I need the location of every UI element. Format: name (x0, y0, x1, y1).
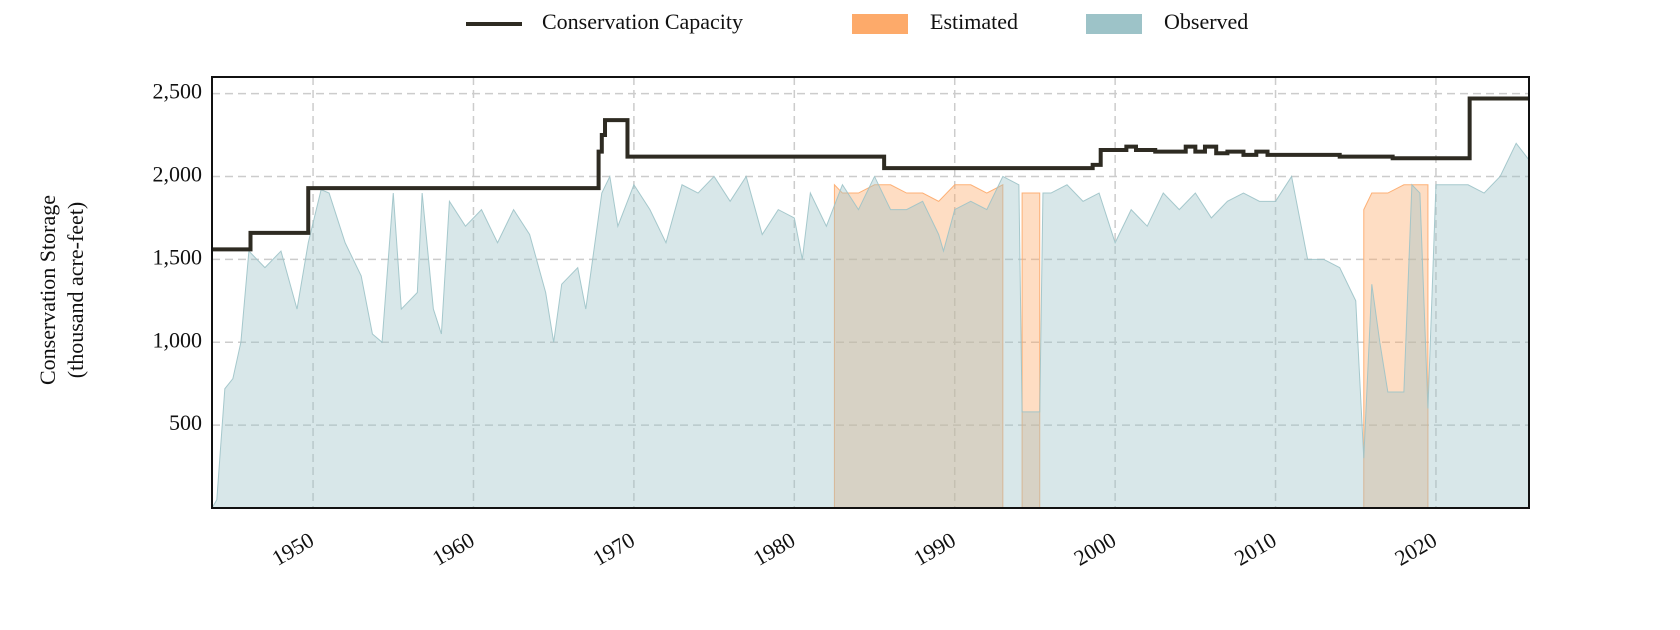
x-tick-label: 1970 (588, 527, 639, 571)
x-tick-label: 1950 (267, 527, 318, 571)
x-tick-label: 1960 (428, 527, 479, 571)
legend-label: Observed (1164, 9, 1248, 34)
legend-swatch (852, 14, 908, 34)
y-axis-label: (thousand acre-feet) (63, 202, 88, 379)
y-tick-label: 500 (169, 410, 202, 435)
y-tick-label: 1,000 (153, 327, 203, 352)
x-tick-label: 1990 (909, 527, 960, 571)
step-line (212, 96, 1529, 252)
area (211, 142, 1530, 509)
x-tick-label: 2000 (1070, 527, 1121, 571)
x-tick-label: 2020 (1390, 527, 1441, 571)
legend-swatch (1086, 14, 1142, 34)
legend-label: Conservation Capacity (542, 9, 743, 34)
y-tick-label: 1,500 (153, 244, 203, 269)
x-tick-label: 1980 (749, 527, 800, 571)
legend-label: Estimated (930, 9, 1018, 34)
x-tick-label: 2010 (1230, 527, 1281, 571)
plot-frame (211, 76, 1530, 509)
y-axis-label: Conservation Storage (35, 195, 60, 385)
y-tick-label: 2,000 (153, 162, 203, 187)
y-tick-label: 2,500 (153, 79, 203, 104)
